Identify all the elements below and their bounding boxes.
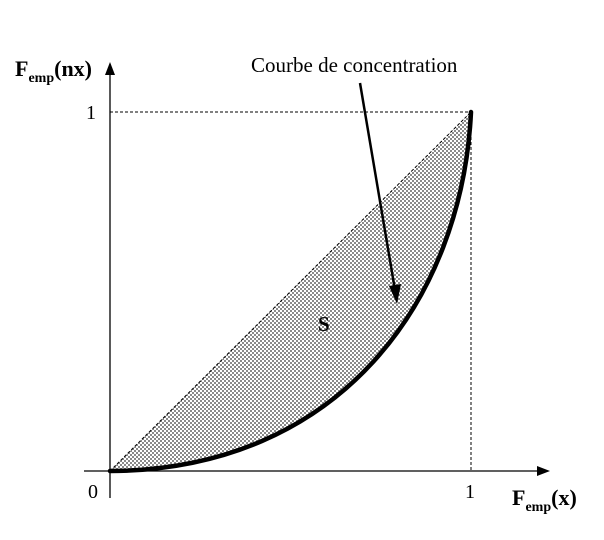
x-axis-title: Femp(x) [512, 485, 577, 515]
area-label: S [318, 312, 330, 336]
annotation-arrow-line [358, 82, 397, 291]
curve-annotation-label: Courbe de concentration [251, 53, 458, 77]
origin-tick-label: 0 [88, 481, 98, 503]
annotation-arrowhead [389, 284, 401, 304]
y-axis-arrowhead [105, 62, 115, 75]
y-tick-label-one: 1 [86, 102, 96, 124]
y-axis-title: Femp(nx) [15, 56, 92, 86]
concentration-curve [107, 109, 474, 474]
x-tick-label-one: 1 [465, 481, 475, 503]
x-axis-arrowhead [537, 466, 550, 476]
